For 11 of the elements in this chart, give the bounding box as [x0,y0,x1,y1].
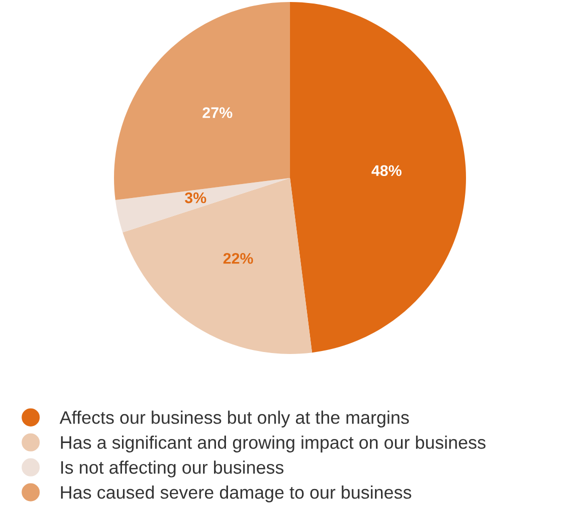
data-label: 22% [223,253,254,264]
pie-slice [290,2,466,353]
pie-slice [115,178,290,232]
pie-slice [122,178,312,354]
legend-label: Has caused severe damage to our business [61,486,412,502]
legend-label: Affects our business but only at the margins [60,410,409,428]
legend-label: Has a significant and growing impact on our business [61,436,486,452]
legend-label: Is not affecting our business [61,460,284,478]
data-label: 48% [372,165,402,176]
data-label: 3% [184,192,206,204]
data-label: 27% [202,107,232,118]
